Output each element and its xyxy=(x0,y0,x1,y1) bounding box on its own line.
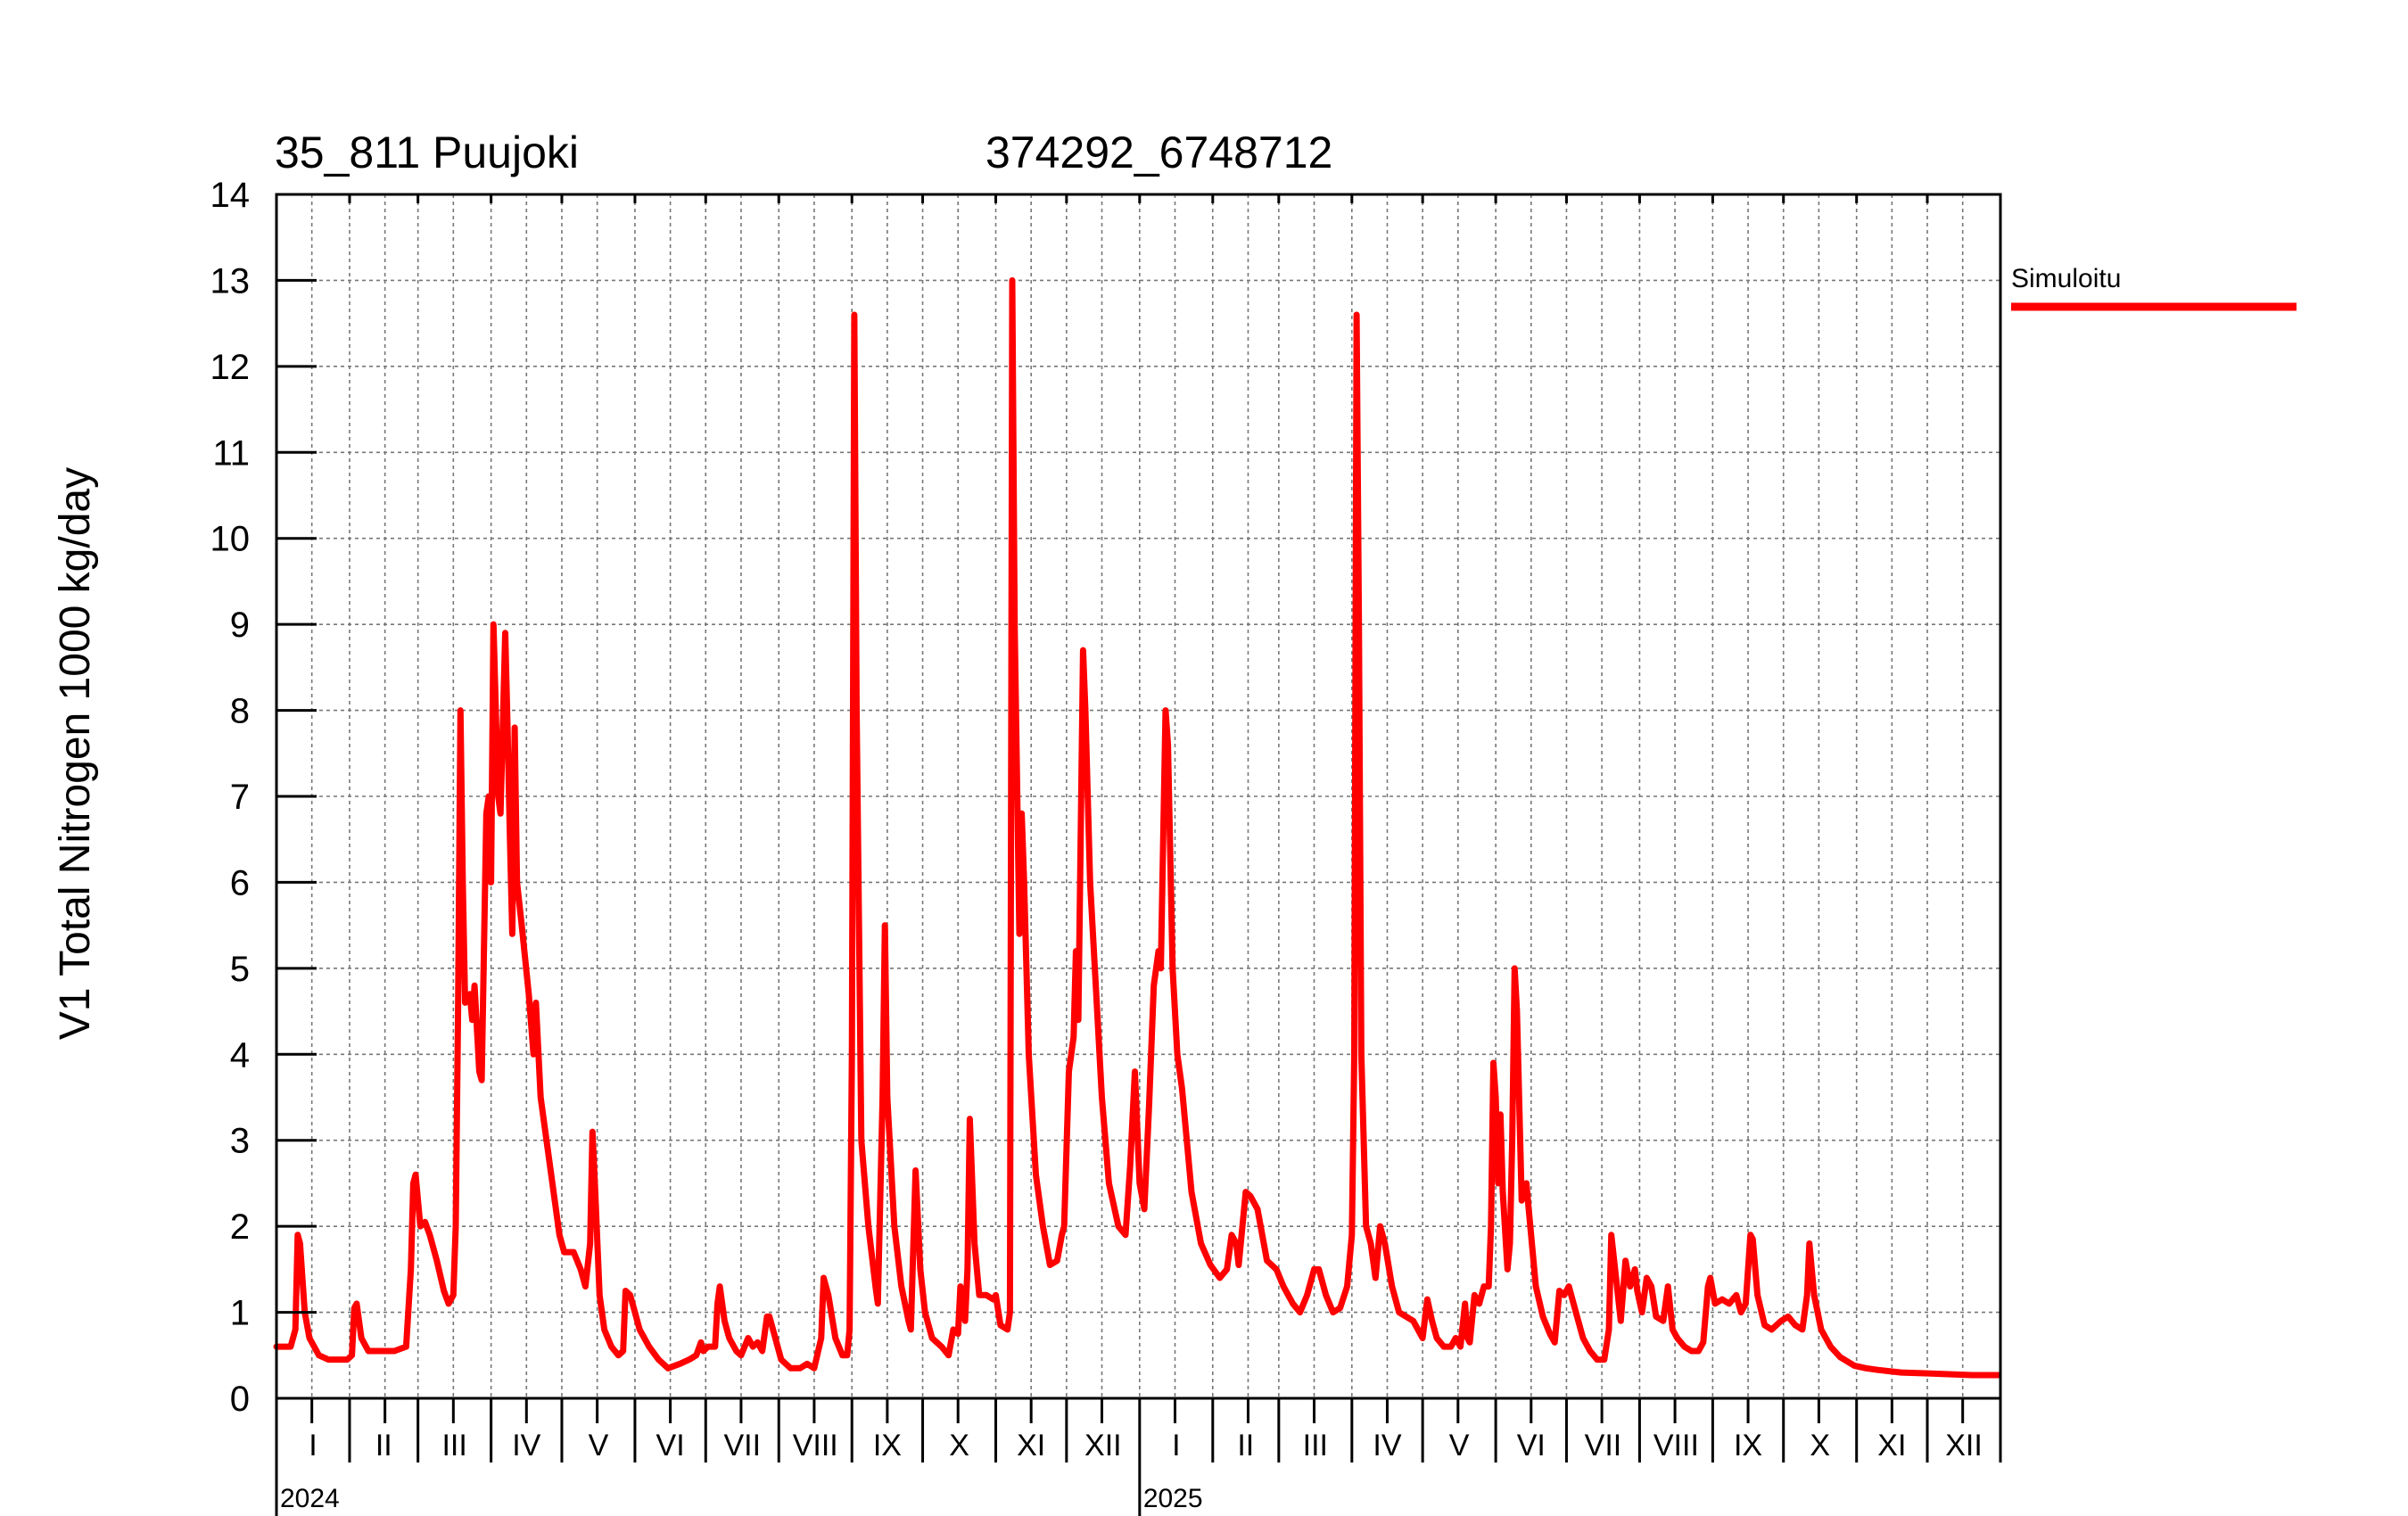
y-tick-label: 5 xyxy=(230,950,250,989)
month-label: XII xyxy=(1084,1429,1122,1462)
grid-lines xyxy=(276,194,2000,1398)
month-label: XII xyxy=(1945,1429,1983,1462)
y-tick-label: 4 xyxy=(230,1035,250,1075)
legend: Simuloitu xyxy=(2011,264,2297,311)
month-label: III xyxy=(441,1429,466,1462)
month-label: VIII xyxy=(1653,1429,1699,1462)
month-label: X xyxy=(949,1429,969,1462)
month-label: X xyxy=(1810,1429,1830,1462)
month-label: XI xyxy=(1877,1429,1906,1462)
chart-title-right: 374292_6748712 xyxy=(985,128,1332,177)
y-tick-label: 12 xyxy=(210,348,251,387)
month-label: XI xyxy=(1017,1429,1045,1462)
month-label: I xyxy=(1172,1429,1180,1462)
month-label: IV xyxy=(512,1429,540,1462)
month-label: IX xyxy=(1734,1429,1762,1462)
y-tick-label: 14 xyxy=(210,176,251,215)
y-tick-label: 10 xyxy=(210,520,251,559)
month-label: VII xyxy=(723,1429,761,1462)
y-tick-label: 3 xyxy=(230,1122,250,1161)
y-axis-label: V1 Total Nitrogen 1000 kg/day xyxy=(52,467,99,1040)
month-label: II xyxy=(375,1429,392,1462)
legend-label: Simuloitu xyxy=(2011,264,2121,293)
year-label: 2025 xyxy=(1143,1484,1203,1513)
y-tick-label: 0 xyxy=(230,1380,250,1419)
month-label: IV xyxy=(1373,1429,1401,1462)
month-label: IX xyxy=(873,1429,902,1462)
y-tick-label: 2 xyxy=(230,1207,250,1247)
y-tick-label: 6 xyxy=(230,863,250,902)
month-label: V xyxy=(1449,1429,1470,1462)
y-tick-label: 11 xyxy=(212,433,250,473)
y-tick-label: 8 xyxy=(230,692,250,731)
y-tick-label: 9 xyxy=(230,606,250,645)
data-series xyxy=(273,276,2001,1379)
month-label: I xyxy=(309,1429,317,1462)
x-axis: I II III IV V VI VII VIII IX X XI XII I II III IV V VI VII… xyxy=(275,194,2002,1516)
month-label: III xyxy=(1303,1429,1328,1462)
chart-title-left: 35_811 Puujoki xyxy=(275,128,579,177)
month-label: II xyxy=(1237,1429,1254,1462)
plot-frame xyxy=(275,193,2002,1400)
year-label: 2024 xyxy=(280,1484,340,1513)
y-tick-label: 13 xyxy=(210,261,251,301)
month-label: V xyxy=(589,1429,609,1462)
y-tick-label: 1 xyxy=(230,1294,250,1333)
y-tick-label: 7 xyxy=(230,778,250,817)
month-label: VII xyxy=(1585,1429,1622,1462)
month-label: VIII xyxy=(793,1429,838,1462)
month-label: VI xyxy=(1517,1429,1546,1462)
series-line-simuloitu xyxy=(273,276,2001,1379)
month-label: VI xyxy=(656,1429,685,1462)
